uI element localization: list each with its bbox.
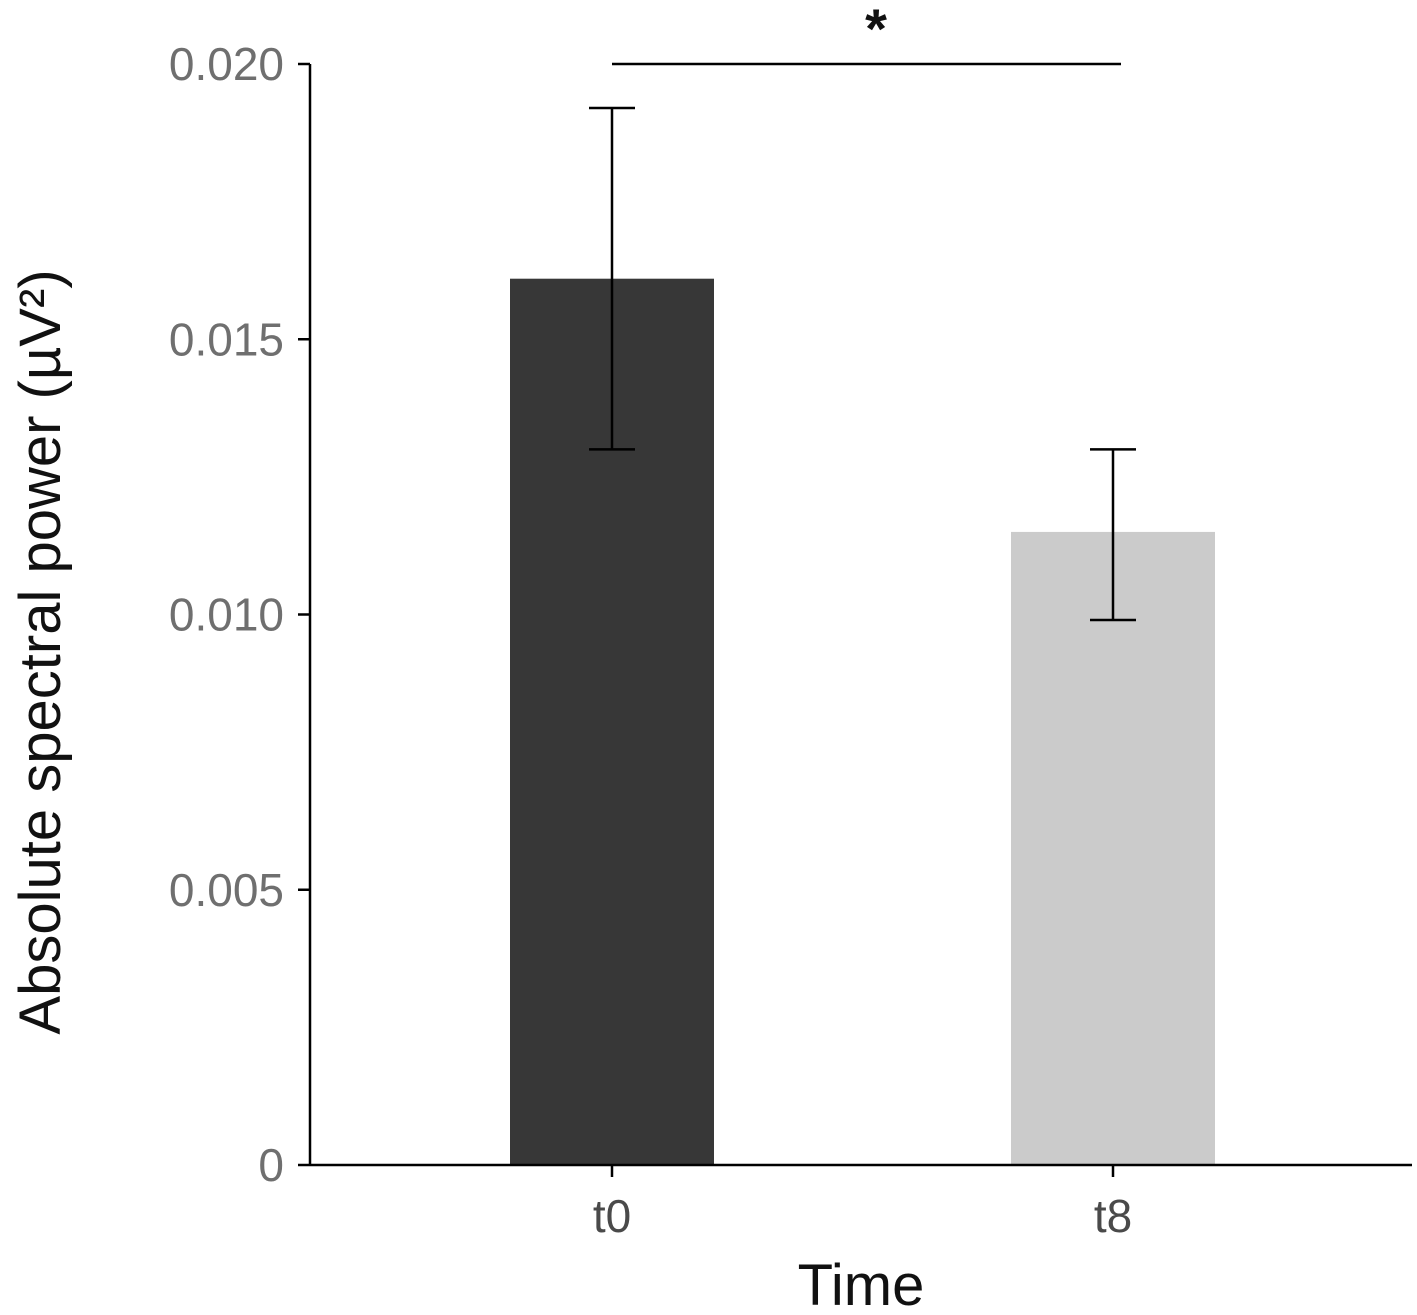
x-tick-label: t0: [593, 1190, 631, 1242]
error-bar-t8: [1090, 448, 1136, 622]
y-axis-title: Absolute spectral power (µV²): [8, 269, 73, 1034]
x-tick-label: t8: [1094, 1190, 1132, 1242]
y-tick-label: 0.015: [169, 313, 284, 365]
x-axis-title: Time: [798, 1253, 925, 1315]
y-tick-label: 0.005: [169, 864, 284, 916]
x-ticks: t0 t8: [593, 1165, 1132, 1242]
bar-t8: [1011, 531, 1215, 1165]
error-bar-t0: [589, 106, 635, 451]
y-tick-label: 0: [258, 1139, 284, 1191]
y-tick-label: 0.010: [169, 589, 284, 641]
bars-layer: [510, 278, 1215, 1165]
error-bars-layer: [589, 106, 1136, 622]
y-ticks: 0 0.005 0.010 0.015 0.020: [169, 38, 310, 1191]
significance-annotation: *: [612, 0, 1121, 66]
significance-label: *: [865, 0, 887, 60]
y-tick-label: 0.020: [169, 38, 284, 90]
